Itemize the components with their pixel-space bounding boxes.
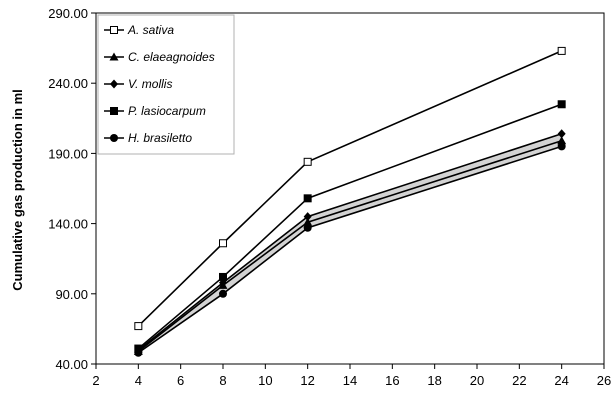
y-tick-label: 190.00 — [48, 146, 88, 161]
data-point — [303, 217, 313, 226]
data-point — [557, 136, 567, 145]
legend-marker — [110, 107, 118, 115]
y-tick-label: 40.00 — [55, 357, 88, 372]
legend: A. sativa C. elaeagnoides V. mollis P. lasi… — [97, 14, 235, 155]
legend-item-v-mollis: V. mollis — [104, 77, 172, 91]
x-tick-label: 20 — [470, 373, 484, 388]
axes — [91, 12, 605, 369]
y-tick-label: 140.00 — [48, 217, 88, 232]
legend-marker — [110, 26, 118, 34]
x-tick-label: 12 — [300, 373, 314, 388]
data-point — [557, 142, 566, 151]
y-tick-label: 90.00 — [55, 287, 88, 302]
series-line — [137, 132, 562, 351]
legend-label: H. brasiletto — [128, 131, 192, 145]
y-axis-label: Cumulative gas production in ml — [10, 89, 25, 291]
x-tick-label: 4 — [135, 373, 142, 388]
data-point — [557, 100, 566, 109]
data-point — [219, 289, 227, 298]
legend-item-c-elaeagnoides: C. elaeagnoides — [104, 50, 215, 64]
legend-label: P. lasiocarpum — [128, 104, 206, 118]
series-line — [137, 145, 562, 354]
data-point — [303, 223, 312, 232]
data-point — [134, 348, 143, 357]
data-point — [557, 46, 566, 55]
x-tick-label: 8 — [219, 373, 226, 388]
legend-label: V. mollis — [128, 77, 172, 91]
legend-label: C. elaeagnoides — [128, 50, 215, 64]
series-line — [137, 103, 562, 350]
legend-item-p-lasiocarpum: P. lasiocarpum — [104, 104, 206, 118]
x-tick-label: 26 — [597, 373, 611, 388]
series-line — [137, 50, 562, 327]
data-point — [303, 194, 312, 203]
data-point — [557, 129, 566, 139]
series-h-brasiletto — [134, 142, 566, 357]
data-point — [219, 272, 227, 281]
legend-item-h-brasiletto: H. brasiletto — [104, 131, 192, 145]
x-tick-label: 14 — [343, 373, 357, 388]
tick-labels: 2 4 6 8 10 12 14 16 18 20 22 24 2640.0090.00140.0019… — [48, 6, 611, 388]
data-point — [134, 322, 143, 331]
y-tick-label: 290.00 — [48, 6, 88, 21]
x-tick-label: 6 — [177, 373, 184, 388]
shaded-band — [138, 133, 562, 353]
legend-marker — [109, 52, 119, 61]
x-tick-label: 22 — [512, 373, 526, 388]
legend-item-a-sativa: A. sativa — [104, 23, 174, 37]
legend-marker — [110, 134, 118, 142]
x-tick-label: 18 — [427, 373, 441, 388]
y-tick-label: 240.00 — [48, 76, 88, 91]
data-point — [219, 239, 227, 248]
x-tick-label: 24 — [554, 373, 568, 388]
shaded-band-layer — [138, 133, 562, 353]
series-a-sativa — [134, 46, 566, 331]
series-layer — [133, 46, 567, 357]
data-point — [303, 157, 312, 166]
x-tick-label: 16 — [385, 373, 399, 388]
series-line — [137, 140, 562, 352]
data-point — [303, 212, 312, 222]
legend-marker — [110, 79, 118, 89]
x-tick-label: 2 — [92, 373, 99, 388]
series-p-lasiocarpum — [134, 100, 566, 353]
legend-label: A. sativa — [127, 23, 174, 37]
x-tick-label: 10 — [258, 373, 272, 388]
